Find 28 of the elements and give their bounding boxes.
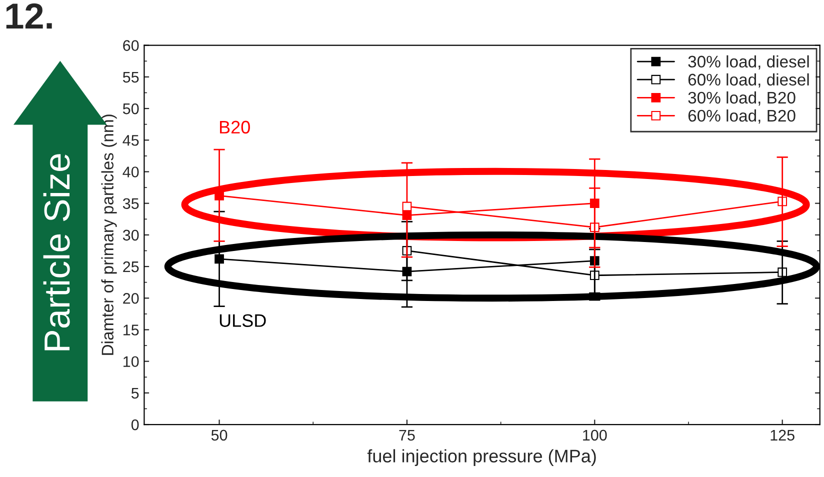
x-axis-title: fuel injection pressure (MPa) <box>367 449 596 466</box>
x-tick-label: 125 <box>770 430 794 441</box>
legend-label: 60% load, diesel <box>688 73 809 88</box>
x-tick-label: 100 <box>583 430 607 441</box>
y-axis-title: Diamter of primary particles (nm) <box>101 114 117 355</box>
legend-label: 30% load, diesel <box>688 55 809 70</box>
text: Particle Size <box>43 154 70 350</box>
x-tick-label: 50 <box>211 430 228 441</box>
y-tick-label: 10 <box>124 356 139 368</box>
y-tick-label: 40 <box>122 166 139 178</box>
text: 12. <box>6 3 52 29</box>
annotation: ULSD <box>220 314 266 327</box>
x-tick-label: 75 <box>399 430 415 441</box>
y-tick-label: 45 <box>122 135 139 146</box>
y-tick-label: 50 <box>122 103 139 114</box>
point <box>402 202 412 212</box>
y-tick-label: 35 <box>122 198 139 210</box>
y-tick-label: 25 <box>123 261 139 272</box>
y-tick-label: 55 <box>122 72 139 83</box>
y-tick-label: 60 <box>123 40 139 51</box>
y-tick-label: 0 <box>131 419 139 430</box>
legend-label: 30% load, B20 <box>688 91 796 106</box>
y-tick-label: 30 <box>122 230 139 241</box>
legend-label: 60% load, B20 <box>688 109 796 124</box>
y-tick-label: 5 <box>131 388 139 399</box>
annotation: B20 <box>220 120 250 134</box>
y-tick-label: 20 <box>123 292 139 304</box>
y-tick-label: 15 <box>124 324 139 336</box>
